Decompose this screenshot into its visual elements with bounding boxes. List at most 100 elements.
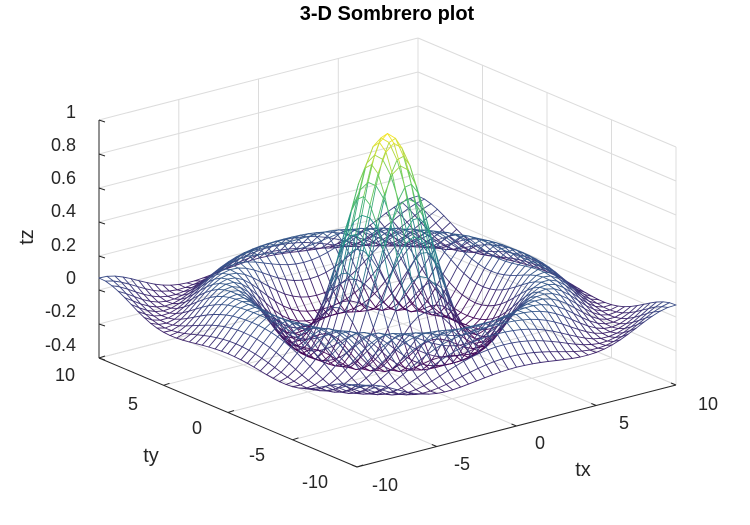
mesh-segment: [163, 330, 172, 333]
mesh-segment: [431, 237, 439, 246]
mesh-segment: [393, 336, 403, 350]
mesh-segment: [352, 342, 360, 349]
x-axis-label: tx: [575, 459, 591, 481]
mesh-segment: [264, 246, 272, 254]
mesh-segment: [558, 300, 566, 311]
mesh-segment: [295, 261, 305, 265]
mesh-segment: [198, 314, 208, 326]
mesh-segment: [649, 301, 658, 304]
mesh-segment: [196, 324, 206, 336]
mesh-segment: [598, 342, 607, 346]
mesh-segment: [317, 346, 327, 357]
mesh-segment: [480, 326, 488, 339]
mesh-segment: [186, 308, 196, 319]
mesh-segment: [569, 294, 579, 301]
mesh-segment: [474, 286, 484, 304]
mesh-segment: [437, 383, 447, 389]
mesh-segment: [278, 327, 288, 341]
mesh-segment: [201, 305, 209, 308]
mesh-segment: [514, 319, 524, 322]
mesh-segment: [188, 334, 198, 343]
mesh-segment: [217, 314, 227, 327]
mesh-segment: [464, 341, 474, 345]
mesh-segment: [279, 264, 287, 281]
mesh-segment: [383, 293, 393, 303]
mesh-segment: [222, 327, 232, 340]
mesh-segment: [563, 315, 573, 321]
mesh-segment: [373, 244, 381, 247]
mesh-segment: [313, 305, 323, 327]
mesh-segment: [180, 317, 188, 320]
mesh-segment: [456, 343, 466, 347]
mesh-segment: [560, 294, 570, 300]
mesh-segment: [303, 259, 313, 263]
z-tick-mark: [98, 153, 106, 157]
mesh-segment: [460, 312, 468, 317]
mesh-segment: [471, 244, 479, 247]
mesh-segment: [472, 341, 481, 354]
mesh-segment: [433, 296, 442, 309]
mesh-segment: [535, 340, 543, 353]
mesh-segment: [506, 257, 514, 259]
mesh-segment: [448, 335, 456, 347]
mesh-segment: [445, 379, 455, 385]
mesh-segment: [297, 250, 307, 252]
mesh-segment: [258, 248, 266, 255]
mesh-segment: [447, 370, 455, 381]
mesh-segment: [427, 232, 436, 236]
mesh-segment: [648, 301, 658, 309]
mesh-segment: [370, 332, 380, 335]
mesh-segment: [451, 248, 460, 250]
mesh-segment: [451, 328, 461, 332]
mesh-segment: [566, 303, 576, 309]
mesh-segment: [290, 346, 298, 354]
mesh-segment: [392, 236, 402, 242]
mesh-segment: [333, 332, 343, 339]
mesh-segment: [360, 351, 369, 362]
mesh-segment: [130, 304, 139, 312]
mesh-segment: [537, 291, 546, 295]
mesh-segment: [198, 292, 206, 297]
mesh-segment: [422, 359, 432, 365]
mesh-segment: [367, 308, 375, 311]
mesh-segment: [217, 325, 226, 328]
mesh-segment: [244, 273, 254, 279]
mesh-segment: [428, 392, 438, 395]
mesh-segment: [378, 332, 386, 336]
mesh-segment: [377, 228, 387, 247]
mesh-segment: [253, 366, 261, 372]
mesh-segment: [529, 269, 539, 276]
mesh-segment: [175, 291, 185, 295]
mesh-segment: [502, 288, 510, 291]
mesh-segment: [505, 306, 513, 313]
mesh-segment: [215, 268, 225, 276]
mesh-segment: [239, 262, 247, 269]
mesh-segment: [290, 240, 298, 250]
mesh-segment: [226, 278, 235, 283]
mesh-segment: [307, 372, 317, 381]
mesh-segment: [413, 333, 423, 338]
mesh-segment: [390, 223, 398, 260]
mesh-segment: [299, 324, 309, 327]
mesh-segment: [357, 377, 367, 386]
mesh-segment: [363, 261, 372, 278]
mesh-segment: [536, 328, 546, 331]
mesh-segment: [590, 315, 600, 320]
mesh-segment: [341, 332, 349, 339]
mesh-segment: [346, 298, 354, 310]
mesh-segment: [259, 242, 269, 247]
mesh-segment: [315, 363, 325, 374]
mesh-segment: [536, 293, 546, 297]
mesh-segment: [376, 222, 384, 250]
mesh-segment: [164, 324, 174, 329]
mesh-segment: [390, 205, 400, 225]
mesh-segment: [138, 307, 148, 311]
mesh-segment: [422, 242, 431, 246]
mesh-segment: [399, 333, 409, 337]
mesh-segment: [225, 314, 234, 317]
mesh-segment: [401, 147, 411, 166]
mesh-segment: [319, 251, 329, 257]
mesh-segment: [524, 287, 534, 298]
mesh-segment: [352, 291, 361, 323]
mesh-segment: [464, 341, 474, 347]
